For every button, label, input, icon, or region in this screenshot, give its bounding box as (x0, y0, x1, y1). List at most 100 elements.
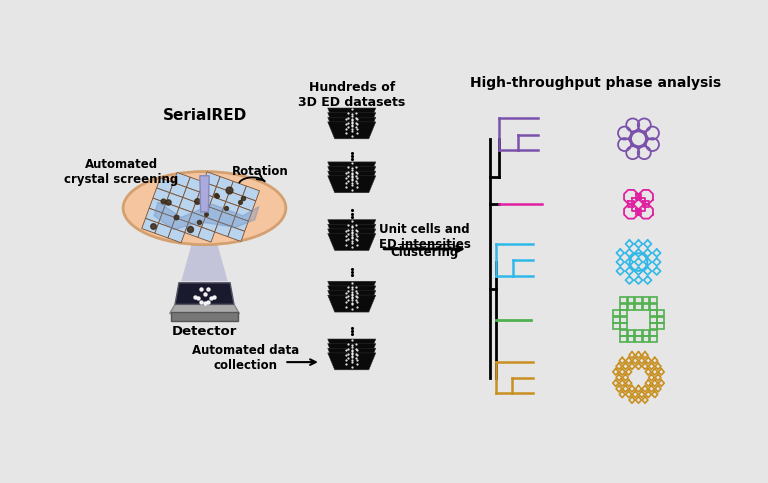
Text: Unit cells and
ED intensities: Unit cells and ED intensities (379, 223, 471, 251)
Bar (627, 330, 634, 336)
Polygon shape (188, 213, 205, 227)
Polygon shape (145, 208, 162, 223)
Polygon shape (155, 223, 172, 238)
Bar (635, 336, 642, 342)
Polygon shape (222, 201, 239, 216)
Text: Clustering: Clustering (390, 246, 458, 259)
Polygon shape (328, 113, 376, 129)
Polygon shape (239, 196, 256, 211)
Bar (650, 304, 657, 310)
Polygon shape (328, 290, 376, 308)
Polygon shape (328, 343, 376, 361)
Polygon shape (153, 188, 170, 203)
Polygon shape (204, 172, 220, 187)
Bar (171, 312, 238, 321)
Polygon shape (200, 176, 209, 212)
Polygon shape (202, 217, 218, 232)
Bar (627, 304, 634, 310)
Polygon shape (328, 295, 376, 312)
Polygon shape (213, 187, 230, 201)
Polygon shape (185, 223, 202, 237)
Polygon shape (243, 186, 260, 201)
Polygon shape (170, 183, 187, 198)
Polygon shape (158, 213, 175, 228)
Text: SerialRED: SerialRED (162, 108, 247, 123)
Text: Hundreds of
3D ED datasets: Hundreds of 3D ED datasets (298, 81, 406, 109)
Polygon shape (149, 198, 166, 213)
Text: Detector: Detector (172, 325, 237, 338)
Polygon shape (328, 171, 376, 188)
Polygon shape (228, 227, 245, 242)
Polygon shape (231, 216, 248, 231)
Polygon shape (226, 191, 243, 206)
Polygon shape (328, 176, 376, 193)
Polygon shape (157, 178, 174, 193)
Bar (621, 311, 627, 316)
Bar (627, 336, 634, 342)
Polygon shape (217, 177, 233, 191)
Polygon shape (200, 182, 217, 197)
Bar (613, 323, 620, 329)
Bar (621, 323, 627, 329)
Polygon shape (170, 304, 240, 313)
Bar (650, 336, 657, 342)
Bar (650, 330, 657, 336)
Polygon shape (187, 177, 204, 192)
Polygon shape (328, 122, 376, 139)
Polygon shape (328, 108, 376, 125)
Bar (635, 304, 642, 310)
Polygon shape (215, 222, 231, 237)
Polygon shape (328, 229, 376, 246)
Bar (621, 330, 627, 336)
Polygon shape (235, 206, 252, 221)
Polygon shape (166, 193, 183, 208)
Ellipse shape (123, 171, 286, 245)
Bar (650, 317, 657, 323)
Text: Automated data
collection: Automated data collection (192, 344, 300, 372)
Bar (621, 317, 627, 323)
Polygon shape (218, 212, 235, 227)
Bar (643, 304, 649, 310)
Bar (627, 298, 634, 303)
Bar (643, 298, 649, 303)
Bar (643, 330, 649, 336)
Polygon shape (328, 348, 376, 365)
Polygon shape (328, 117, 376, 134)
Polygon shape (162, 203, 179, 218)
Bar (650, 311, 657, 316)
Polygon shape (205, 207, 222, 222)
Bar (657, 317, 664, 323)
Polygon shape (196, 192, 213, 207)
Polygon shape (142, 218, 158, 233)
Polygon shape (172, 218, 188, 233)
Bar (635, 298, 642, 303)
Polygon shape (175, 208, 192, 223)
Bar (657, 323, 664, 329)
Bar (613, 317, 620, 323)
Polygon shape (328, 224, 376, 241)
Polygon shape (328, 162, 376, 179)
Bar (635, 330, 642, 336)
Polygon shape (174, 172, 190, 187)
Polygon shape (328, 167, 376, 184)
Polygon shape (179, 198, 196, 213)
Text: Rotation: Rotation (232, 165, 289, 178)
Polygon shape (198, 227, 215, 242)
Polygon shape (328, 353, 376, 370)
Bar (657, 311, 664, 316)
Bar (621, 304, 627, 310)
Polygon shape (181, 212, 228, 281)
Polygon shape (230, 181, 247, 196)
Bar (643, 336, 649, 342)
Polygon shape (328, 281, 376, 298)
Polygon shape (328, 233, 376, 251)
Polygon shape (175, 283, 234, 304)
Polygon shape (328, 339, 376, 356)
Bar (621, 298, 627, 303)
Polygon shape (209, 197, 226, 212)
Bar (613, 311, 620, 316)
Polygon shape (328, 286, 376, 303)
Polygon shape (154, 202, 259, 230)
Polygon shape (183, 187, 200, 202)
Polygon shape (192, 202, 209, 217)
